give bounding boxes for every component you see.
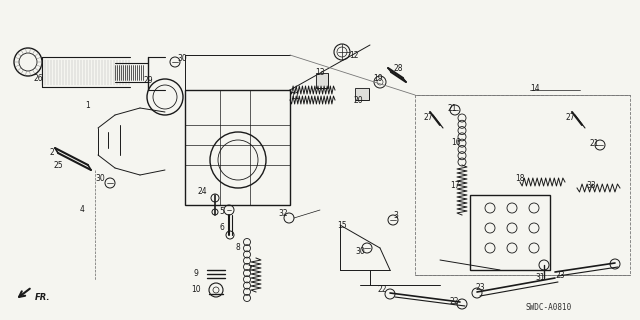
Text: FR.: FR.	[35, 293, 51, 302]
Text: 32: 32	[278, 210, 288, 219]
Bar	[415, 95, 630, 275]
Text: 23: 23	[555, 270, 565, 279]
Text: 13: 13	[315, 68, 325, 76]
Text: 14: 14	[530, 84, 540, 92]
Text: 22: 22	[377, 285, 387, 294]
Text: 10: 10	[191, 285, 201, 294]
Text: 12: 12	[349, 51, 359, 60]
Text: 23: 23	[475, 284, 485, 292]
Text: SWDC-A0810: SWDC-A0810	[525, 303, 572, 313]
Text: 17: 17	[450, 180, 460, 189]
Bar	[355, 88, 369, 100]
Text: 5: 5	[220, 207, 225, 217]
Text: 33: 33	[586, 180, 596, 189]
Text: 15: 15	[337, 220, 347, 229]
Text: 30: 30	[355, 247, 365, 257]
Bar	[316, 73, 328, 88]
Text: 31: 31	[535, 274, 545, 283]
Text: 6: 6	[220, 223, 225, 233]
Bar	[185, 90, 290, 205]
Text: 28: 28	[393, 63, 403, 73]
Text: 8: 8	[236, 244, 241, 252]
Text: 26: 26	[33, 74, 43, 83]
Text: 4: 4	[79, 205, 84, 214]
Text: 27: 27	[423, 113, 433, 122]
Text: 18: 18	[515, 173, 525, 182]
Text: 3: 3	[394, 211, 399, 220]
Text: 22: 22	[449, 298, 459, 307]
Text: 30: 30	[177, 53, 187, 62]
Text: 29: 29	[143, 76, 153, 84]
Text: 9: 9	[193, 268, 198, 277]
Text: 21: 21	[447, 103, 457, 113]
Bar	[470, 195, 550, 270]
Text: 27: 27	[565, 113, 575, 122]
Text: 16: 16	[451, 138, 461, 147]
Text: 7: 7	[248, 266, 252, 275]
Text: 19: 19	[373, 74, 383, 83]
Text: 25: 25	[53, 161, 63, 170]
Text: 24: 24	[197, 188, 207, 196]
Text: 11: 11	[291, 92, 300, 100]
Text: 2: 2	[50, 148, 54, 156]
Text: 20: 20	[353, 95, 363, 105]
Text: 30: 30	[95, 173, 105, 182]
Text: 1: 1	[86, 100, 90, 109]
Text: 21: 21	[589, 139, 599, 148]
